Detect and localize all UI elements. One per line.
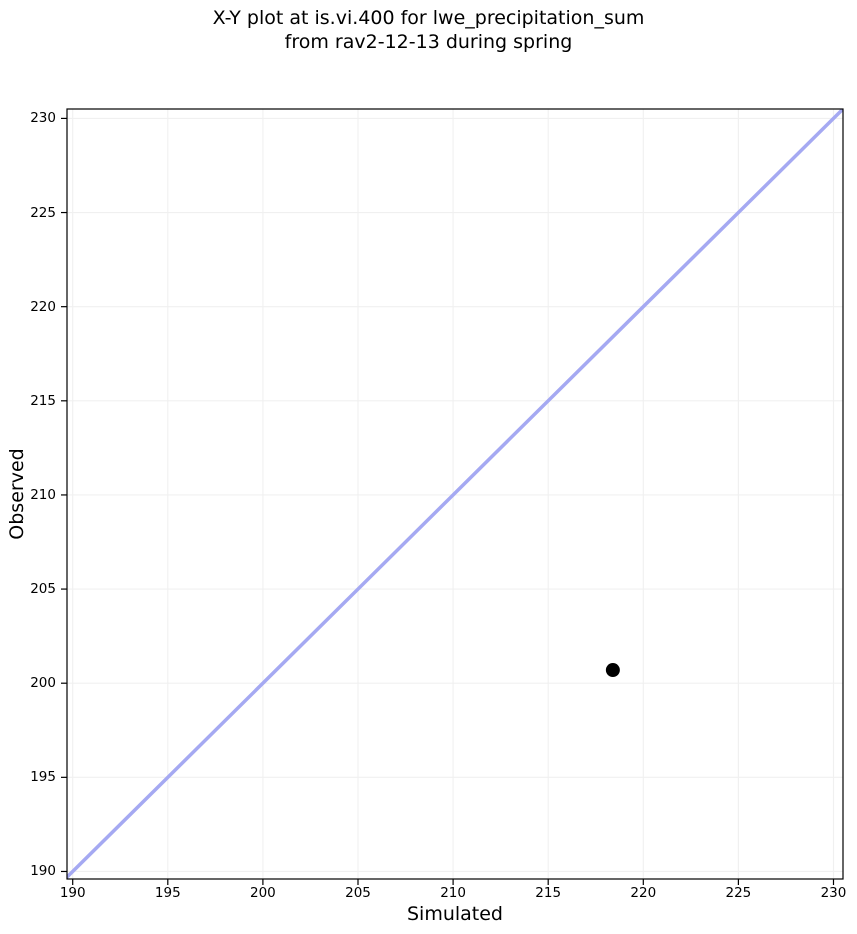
chart-title-line2: from rav2-12-13 during spring [284,30,573,53]
y-tick-label: 225 [30,204,56,221]
y-tick-label: 230 [30,110,56,127]
x-tick-label: 195 [154,885,181,901]
y-tick-label: 190 [30,863,56,880]
y-tick-label: 200 [30,675,56,692]
y-axis-label: Observed [6,448,28,540]
chart-title: X-Y plot at is.vi.400 for lwe_precipitat… [0,7,857,54]
x-tick-label: 190 [59,885,86,901]
y-tick-label: 195 [30,769,56,786]
x-axis-label: Simulated [406,903,503,925]
x-tick-label: 215 [535,885,562,901]
chart-title-line1: X-Y plot at is.vi.400 for lwe_precipitat… [212,7,645,29]
data-point [605,663,620,678]
axes-spines [66,108,844,880]
y-tick-label: 210 [30,486,56,503]
x-tick-label: 210 [440,885,466,901]
x-tick-label: 200 [250,885,276,901]
y-tick-label: 205 [30,581,56,598]
x-tick-label: 230 [820,885,847,901]
x-tick-label: 205 [345,885,371,901]
x-tick-label: 225 [725,885,752,901]
y-tick-label: 220 [30,298,56,315]
identity-line [67,109,843,879]
x-tick-label: 220 [630,885,657,901]
y-tick-label: 215 [30,392,56,409]
